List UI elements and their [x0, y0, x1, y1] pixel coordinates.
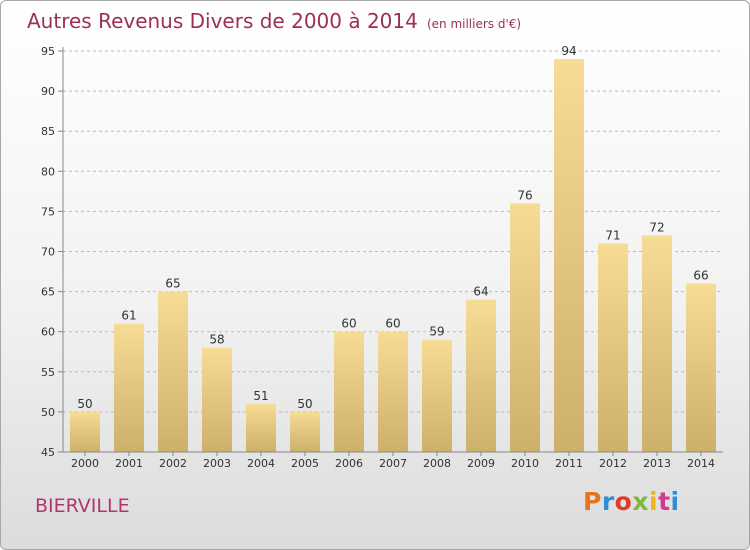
y-tick-label: 55 — [41, 366, 55, 379]
bar-2013 — [642, 235, 672, 452]
logo-letter: x — [632, 487, 649, 516]
bar-2010 — [510, 203, 540, 452]
value-label: 60 — [385, 317, 400, 331]
bar-2008 — [422, 339, 452, 452]
x-tick-label: 2001 — [115, 457, 143, 470]
axes — [58, 47, 723, 456]
y-tick-label: 50 — [41, 406, 55, 419]
chart-title: Autres Revenus Divers de 2000 à 2014 (en… — [27, 9, 521, 33]
value-label: 64 — [473, 285, 488, 299]
value-label: 76 — [517, 188, 532, 202]
bar-2002 — [158, 291, 188, 452]
value-label: 66 — [693, 269, 708, 283]
value-label: 60 — [341, 317, 356, 331]
commune-name: BIERVILLE — [35, 495, 130, 517]
logo-letter: P — [583, 487, 602, 516]
y-tick-label: 70 — [41, 246, 55, 259]
y-tick-label: 80 — [41, 165, 55, 178]
bar-2011 — [554, 59, 584, 453]
y-tick-label: 95 — [41, 45, 55, 58]
value-label: 51 — [253, 389, 268, 403]
y-tick-label: 85 — [41, 125, 55, 138]
x-tick-label: 2010 — [511, 457, 539, 470]
bar-2003 — [202, 347, 232, 452]
x-tick-label: 2003 — [203, 457, 231, 470]
x-tick-label: 2009 — [467, 457, 495, 470]
value-label: 65 — [165, 277, 180, 291]
y-tick-label: 90 — [41, 85, 55, 98]
x-tick-label: 2007 — [379, 457, 407, 470]
bar-2005 — [290, 411, 320, 452]
value-label: 58 — [209, 333, 224, 347]
value-label: 50 — [77, 397, 92, 411]
title-text: Autres Revenus Divers de 2000 à 2014 — [27, 9, 418, 33]
x-tick-label: 2002 — [159, 457, 187, 470]
proxiti-logo: Proxiti — [583, 487, 680, 516]
x-tick-label: 2000 — [71, 457, 99, 470]
value-label: 72 — [649, 220, 664, 234]
x-tick-label: 2012 — [599, 457, 627, 470]
x-tick-label: 2005 — [291, 457, 319, 470]
bar-2004 — [246, 403, 276, 452]
bar-2007 — [378, 331, 408, 452]
logo-letter: o — [614, 487, 633, 516]
bars — [70, 59, 716, 453]
x-tick-label: 2004 — [247, 457, 275, 470]
logo-letter: i — [649, 487, 659, 516]
y-tick-label: 65 — [41, 286, 55, 299]
y-tick-label: 75 — [41, 205, 55, 218]
x-tick-label: 2014 — [687, 457, 715, 470]
logo-letter: r — [601, 487, 615, 516]
x-tick-label: 2006 — [335, 457, 363, 470]
logo-letter: t — [658, 487, 671, 516]
value-label: 71 — [605, 228, 620, 242]
x-tick-label: 2011 — [555, 457, 583, 470]
bar-2000 — [70, 411, 100, 452]
unit-text: (en milliers d'€) — [426, 17, 522, 31]
labels: 45 50 55 60 65 70 75 80 85 90 95 2000 50 2001 61 2002 65… — [41, 44, 715, 470]
logo-letter: i — [670, 487, 680, 516]
value-label: 61 — [121, 309, 136, 323]
x-tick-label: 2013 — [643, 457, 671, 470]
bar-2012 — [598, 243, 628, 452]
value-label: 50 — [297, 397, 312, 411]
bar-2009 — [466, 299, 496, 452]
value-label: 94 — [561, 44, 576, 58]
bar-2014 — [686, 283, 716, 452]
x-tick-label: 2008 — [423, 457, 451, 470]
bar-2001 — [114, 323, 144, 452]
y-tick-label: 60 — [41, 326, 55, 339]
bar-2006 — [334, 331, 364, 452]
y-tick-label: 45 — [41, 446, 55, 459]
value-label: 59 — [429, 325, 444, 339]
